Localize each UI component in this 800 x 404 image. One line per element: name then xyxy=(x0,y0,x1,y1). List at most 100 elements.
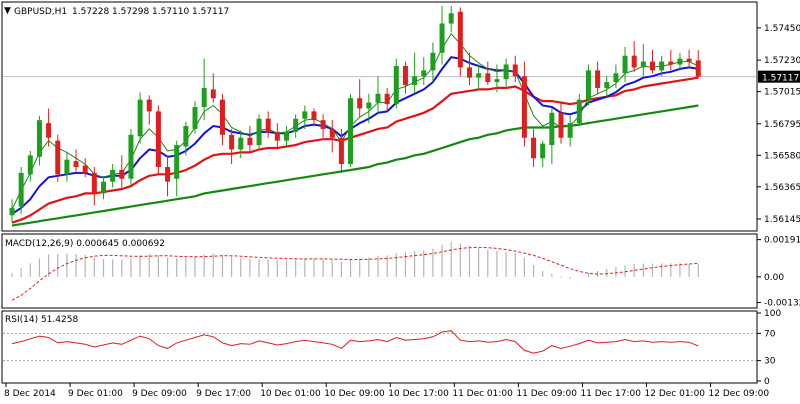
macd-tick-label: -0.001321 xyxy=(764,299,800,309)
rsi-label: RSI(14) 51.4258 xyxy=(5,315,78,325)
candle-body-up xyxy=(430,52,436,71)
rsi-tick-label: 0 xyxy=(764,377,770,387)
time-tick-label: 9 Dec 09:00 xyxy=(132,389,187,399)
candle-body-down xyxy=(229,134,235,150)
candle-body-up xyxy=(9,208,15,216)
macd-label: MACD(12,26,9) 0.000645 0.000692 xyxy=(5,239,165,249)
candle-body-up xyxy=(293,118,299,132)
time-tick-label: 9 Dec 01:00 xyxy=(68,389,123,399)
candle-body-down xyxy=(320,120,326,129)
candle-body-up xyxy=(439,23,445,53)
candle-body-down xyxy=(595,70,601,88)
price-axis: 1.57450 1.57230 1.57015 1.56795 1.56580 1.563… xyxy=(3,24,800,225)
candle-body-down xyxy=(247,137,253,146)
candle-body-up xyxy=(18,172,24,207)
triangle-icon: ▼ xyxy=(4,6,11,16)
candle-body-down xyxy=(467,67,472,78)
rsi-series: 100 70 30 0 xyxy=(3,309,781,387)
price-tick-label: 1.57015 xyxy=(764,88,800,98)
candle-body-down xyxy=(73,161,79,168)
candle-body-up xyxy=(238,137,244,150)
ma-long-line xyxy=(11,104,699,227)
macd-signal-line xyxy=(11,246,699,301)
rsi-line xyxy=(11,330,699,354)
time-tick-label: 9 Dec 17:00 xyxy=(196,389,251,399)
ohlc-open: 1.57228 xyxy=(72,7,109,17)
candle-body-up xyxy=(36,120,42,157)
candle-body-down xyxy=(311,111,317,121)
ohlc-high: 1.57298 xyxy=(112,7,149,17)
time-tick-label: 11 Dec 09:00 xyxy=(516,389,577,399)
candle-body-up xyxy=(256,118,262,146)
price-series xyxy=(9,5,701,227)
candle-body-up xyxy=(585,70,591,100)
time-tick-label: 10 Dec 17:00 xyxy=(388,389,449,399)
candle-body-up xyxy=(659,61,665,71)
candle-body-up xyxy=(503,64,509,80)
candle-body-up xyxy=(128,134,134,179)
candle-body-down xyxy=(512,64,518,77)
macd-tick-label: 0.001914 xyxy=(764,236,800,246)
candle-body-down xyxy=(210,89,216,99)
candle-body-up xyxy=(375,93,381,103)
time-tick-label: 12 Dec 09:00 xyxy=(709,389,770,399)
candle-body-up xyxy=(494,79,500,83)
candle-body-up xyxy=(101,181,106,194)
price-tick-label: 1.57450 xyxy=(764,24,800,34)
candle-body-up xyxy=(549,112,555,146)
candle-body-down xyxy=(46,123,52,138)
candle-body-up xyxy=(393,65,399,105)
price-tick-label: 1.57230 xyxy=(764,56,800,66)
price-tick-label: 1.56580 xyxy=(764,151,800,161)
candle-body-up xyxy=(183,126,189,147)
rsi-tick-label: 70 xyxy=(764,329,776,339)
candle-body-up xyxy=(576,99,582,124)
time-axis: 8 Dec 2014 9 Dec 01:00 9 Dec 09:00 9 Dec 17… xyxy=(4,383,769,399)
candle-body-down xyxy=(219,99,225,135)
candle-body-up xyxy=(476,73,482,78)
ma-slow-line xyxy=(11,76,699,224)
symbol-label: GBPUSD,H1 xyxy=(14,7,67,17)
time-tick-label: 10 Dec 01:00 xyxy=(260,389,321,399)
candle-body-up xyxy=(677,58,683,65)
candle-body-down xyxy=(155,111,161,168)
ohlc-close: 1.57117 xyxy=(192,7,229,17)
ma-fast-line xyxy=(11,32,699,210)
candle-body-up xyxy=(284,131,289,141)
candle-body-down xyxy=(119,169,125,179)
macd-tick-label: 0.00 xyxy=(764,273,784,283)
candle-body-up xyxy=(64,159,70,175)
time-tick-label: 10 Dec 09:00 xyxy=(324,389,385,399)
candle-body-up xyxy=(302,111,308,119)
candle-body-down xyxy=(485,73,491,83)
rsi-tick-label: 30 xyxy=(764,357,776,367)
candle-body-up xyxy=(137,99,143,137)
candle-body-down xyxy=(274,131,280,141)
candle-body-down xyxy=(55,140,61,175)
candle-body-up xyxy=(174,145,180,179)
candle-body-up xyxy=(421,70,427,77)
candle-body-down xyxy=(265,118,271,132)
candle-body-up xyxy=(348,98,354,165)
candle-body-down xyxy=(329,128,335,138)
candle-body-down xyxy=(146,99,152,112)
current-price-tag xyxy=(758,70,800,83)
current-price-label: 1.57117 xyxy=(762,74,799,84)
candle-body-down xyxy=(338,137,344,165)
candle-body-down xyxy=(558,112,564,138)
candle-body-down xyxy=(457,11,463,68)
candle-body-up xyxy=(201,87,207,107)
candle-body-up xyxy=(622,55,628,74)
candle-body-up xyxy=(567,123,573,138)
candle-body-down xyxy=(695,60,701,77)
candle-body-down xyxy=(521,76,527,138)
rsi-tick-label: 100 xyxy=(764,309,781,319)
candle-body-down xyxy=(650,61,655,71)
candle-body-up xyxy=(366,102,372,109)
price-tick-label: 1.56145 xyxy=(764,215,800,225)
ohlc-low: 1.57110 xyxy=(152,7,189,17)
candle-body-down xyxy=(82,165,88,173)
candle-body-up xyxy=(640,61,646,68)
